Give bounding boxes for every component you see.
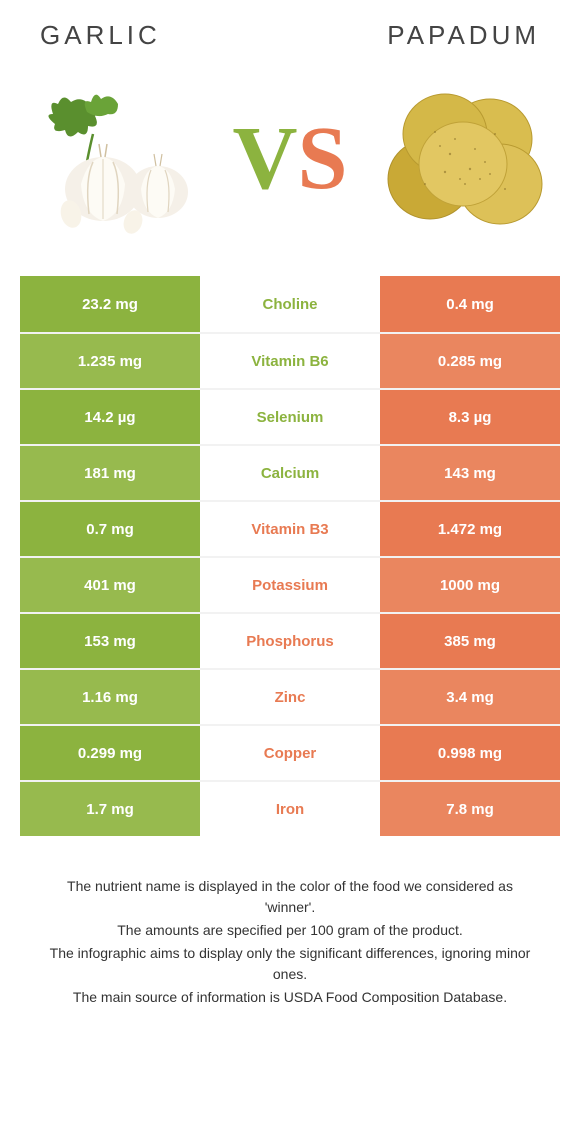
table-row: 0.7 mgVitamin B31.472 mg [20, 500, 560, 556]
cell-right-value: 0.4 mg [380, 276, 560, 332]
header-row: GARLIC PAPADUM [10, 20, 570, 61]
cell-right-value: 1.472 mg [380, 502, 560, 556]
cell-nutrient-name: Potassium [200, 558, 380, 612]
cell-right-value: 3.4 mg [380, 670, 560, 724]
cell-right-value: 385 mg [380, 614, 560, 668]
table-row: 0.299 mgCopper0.998 mg [20, 724, 560, 780]
garlic-image [30, 71, 205, 246]
vs-label: VS [232, 114, 347, 204]
table-row: 14.2 µgSelenium8.3 µg [20, 388, 560, 444]
papadum-icon [375, 84, 550, 234]
cell-left-value: 0.7 mg [20, 502, 200, 556]
cell-right-value: 7.8 mg [380, 782, 560, 836]
footer-line-2: The amounts are specified per 100 gram o… [40, 920, 540, 941]
garlic-icon [33, 84, 203, 234]
footer-line-3: The infographic aims to display only the… [40, 943, 540, 985]
cell-left-value: 1.7 mg [20, 782, 200, 836]
image-row: VS [10, 61, 570, 276]
infographic-container: GARLIC PAPADUM [0, 0, 580, 1050]
cell-left-value: 401 mg [20, 558, 200, 612]
cell-left-value: 181 mg [20, 446, 200, 500]
food-right-title: PAPADUM [387, 20, 540, 51]
cell-left-value: 1.235 mg [20, 334, 200, 388]
cell-nutrient-name: Vitamin B3 [200, 502, 380, 556]
cell-nutrient-name: Copper [200, 726, 380, 780]
table-row: 153 mgPhosphorus385 mg [20, 612, 560, 668]
table-row: 1.235 mgVitamin B60.285 mg [20, 332, 560, 388]
table-row: 401 mgPotassium1000 mg [20, 556, 560, 612]
footer-line-4: The main source of information is USDA F… [40, 987, 540, 1008]
vs-v: V [232, 109, 297, 208]
nutrient-table: 23.2 mgCholine0.4 mg1.235 mgVitamin B60.… [20, 276, 560, 836]
cell-right-value: 8.3 µg [380, 390, 560, 444]
cell-left-value: 0.299 mg [20, 726, 200, 780]
papadum-image [375, 71, 550, 246]
cell-right-value: 0.998 mg [380, 726, 560, 780]
table-row: 1.16 mgZinc3.4 mg [20, 668, 560, 724]
cell-right-value: 1000 mg [380, 558, 560, 612]
cell-nutrient-name: Calcium [200, 446, 380, 500]
cell-left-value: 1.16 mg [20, 670, 200, 724]
cell-left-value: 153 mg [20, 614, 200, 668]
cell-nutrient-name: Phosphorus [200, 614, 380, 668]
cell-nutrient-name: Zinc [200, 670, 380, 724]
cell-nutrient-name: Choline [200, 276, 380, 332]
cell-right-value: 0.285 mg [380, 334, 560, 388]
vs-s: S [297, 109, 347, 208]
table-row: 181 mgCalcium143 mg [20, 444, 560, 500]
footer-notes: The nutrient name is displayed in the co… [10, 836, 570, 1030]
cell-nutrient-name: Selenium [200, 390, 380, 444]
cell-nutrient-name: Vitamin B6 [200, 334, 380, 388]
table-row: 1.7 mgIron7.8 mg [20, 780, 560, 836]
cell-left-value: 14.2 µg [20, 390, 200, 444]
table-row: 23.2 mgCholine0.4 mg [20, 276, 560, 332]
cell-right-value: 143 mg [380, 446, 560, 500]
food-left-title: GARLIC [40, 20, 161, 51]
cell-nutrient-name: Iron [200, 782, 380, 836]
cell-left-value: 23.2 mg [20, 276, 200, 332]
footer-line-1: The nutrient name is displayed in the co… [40, 876, 540, 918]
